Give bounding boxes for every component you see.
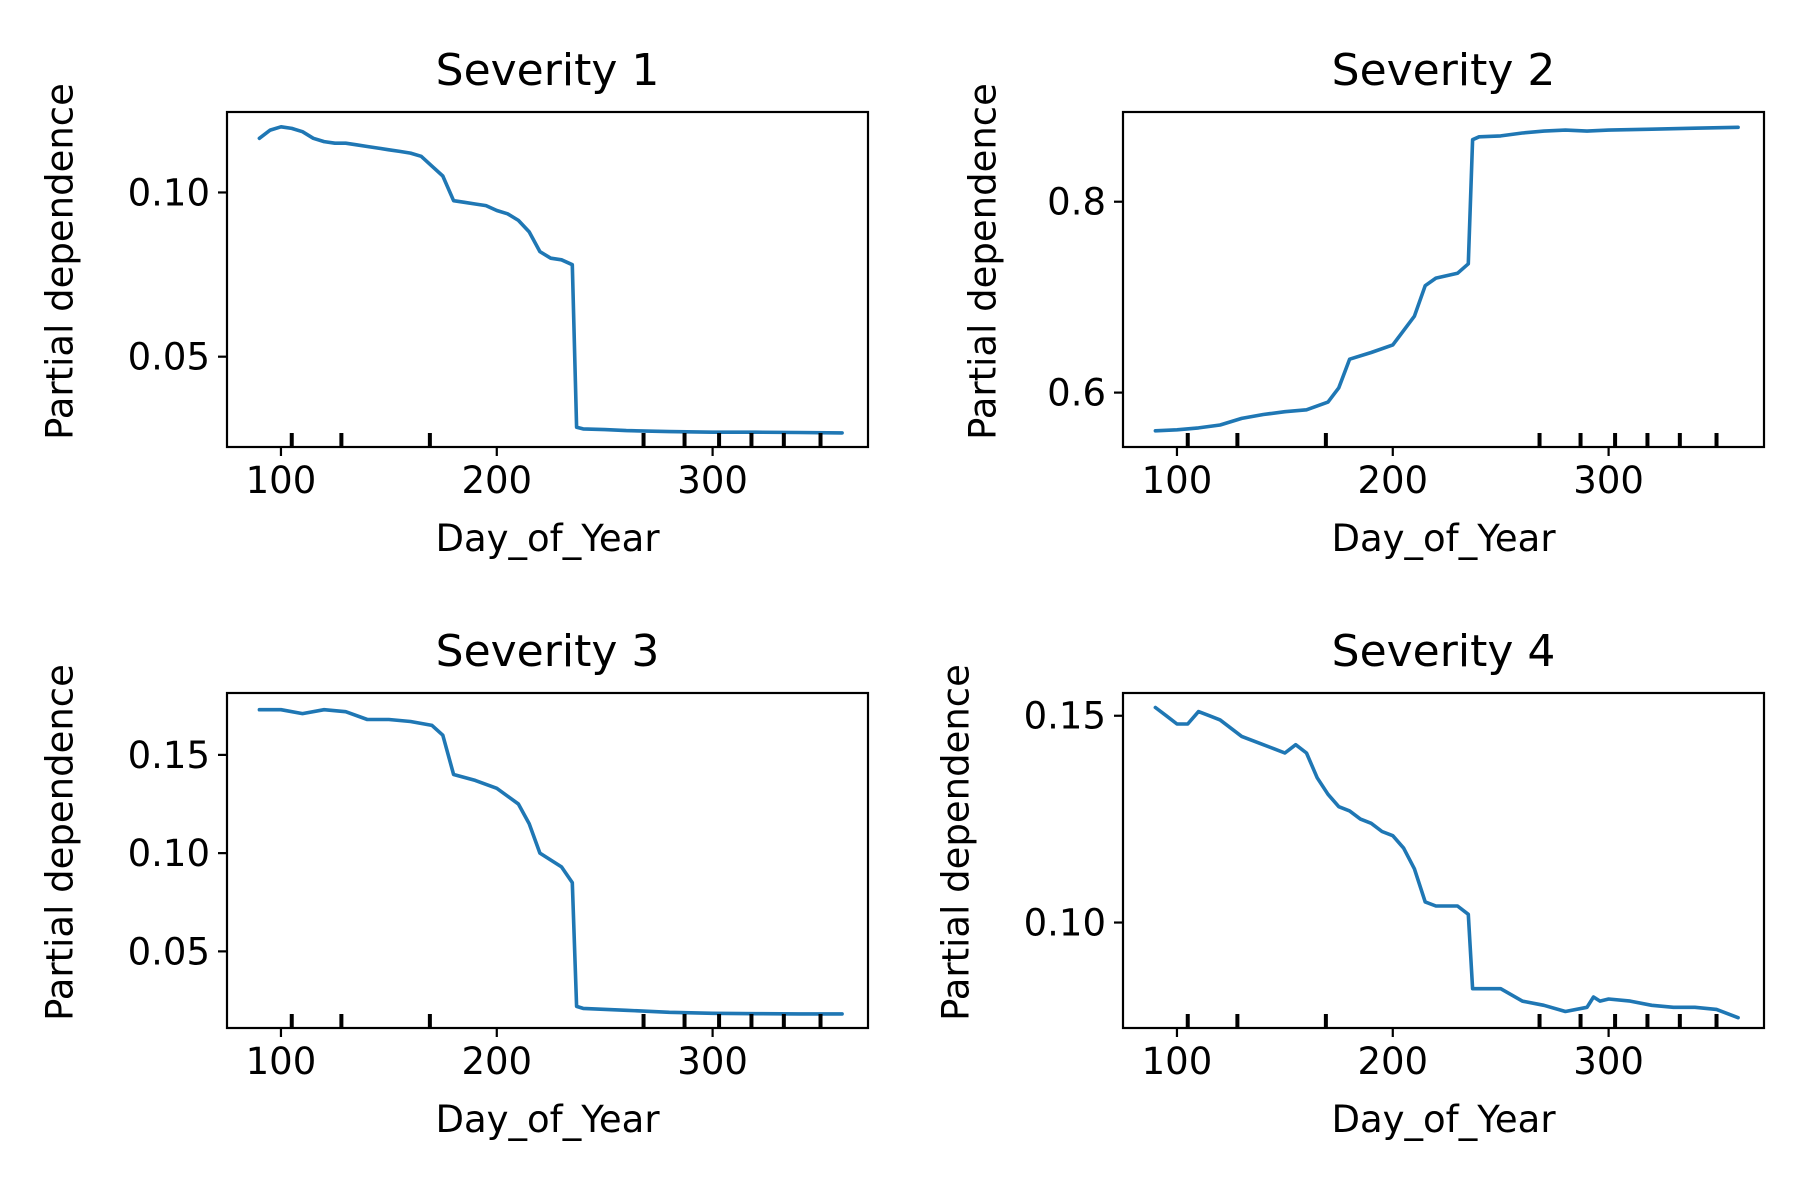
series-line [1153,125,1740,433]
x-tick-label: 300 [677,1040,748,1083]
panel-title: Severity 4 [1332,626,1556,677]
y-axis-label: Partial dependence [962,83,1005,440]
x-tick-label: 200 [461,1040,532,1083]
panel-severity-2: 100 200 300 0.6 0.8 Severity 2 Day_of_Year Part… [962,45,1766,560]
y-tick-label: 0.15 [1024,695,1106,738]
x-tick-label: 300 [1573,1040,1644,1083]
x-tick-label: 200 [1357,1040,1428,1083]
axes-frame [1121,110,1766,449]
y-tick-label: 0.10 [128,832,210,875]
y-tick-label: 0.10 [128,171,210,214]
axes-frame [225,110,870,449]
x-axis-label: Day_of_Year [1331,517,1556,560]
panel-title: Severity 3 [436,626,660,677]
panel-title: Severity 2 [1332,45,1556,96]
y-axis-label: Partial dependence [39,664,82,1021]
panel-severity-3: 100 200 300 0.05 0.10 0.15 Severity 3 Day_of_Ye… [39,626,870,1141]
x-tick-label: 100 [1142,1040,1213,1083]
y-tick-label: 0.6 [1047,372,1106,415]
x-tick-label: 300 [677,459,748,502]
x-tick-label: 100 [1142,459,1213,502]
x-tick-label: 100 [246,459,317,502]
y-tick-label: 0.05 [128,930,210,973]
x-tick-label: 200 [1357,459,1428,502]
series-line [257,707,844,1016]
axes-frame [225,691,870,1030]
panel-title: Severity 1 [436,45,660,96]
x-tick-label: 300 [1573,459,1644,502]
y-axis-label: Partial dependence [935,664,978,1021]
axes-frame [1121,691,1766,1030]
x-tick-label: 200 [461,459,532,502]
y-tick-label: 0.10 [1024,902,1106,945]
x-axis-label: Day_of_Year [435,517,660,560]
panel-severity-1: 100 200 300 0.05 0.10 Severity 1 Day_of_Year Pa… [39,45,870,560]
x-axis-label: Day_of_Year [435,1098,660,1141]
panel-severity-4: 100 200 300 0.10 0.15 Severity 4 Day_of_Year Pa… [935,626,1766,1141]
x-axis-label: Day_of_Year [1331,1098,1556,1141]
y-tick-label: 0.8 [1047,181,1106,224]
x-tick-label: 100 [246,1040,317,1083]
series-line [257,125,844,435]
y-tick-label: 0.15 [128,734,210,777]
series-line [1153,705,1740,1020]
y-axis-label: Partial dependence [39,83,82,440]
y-tick-label: 0.05 [128,336,210,379]
